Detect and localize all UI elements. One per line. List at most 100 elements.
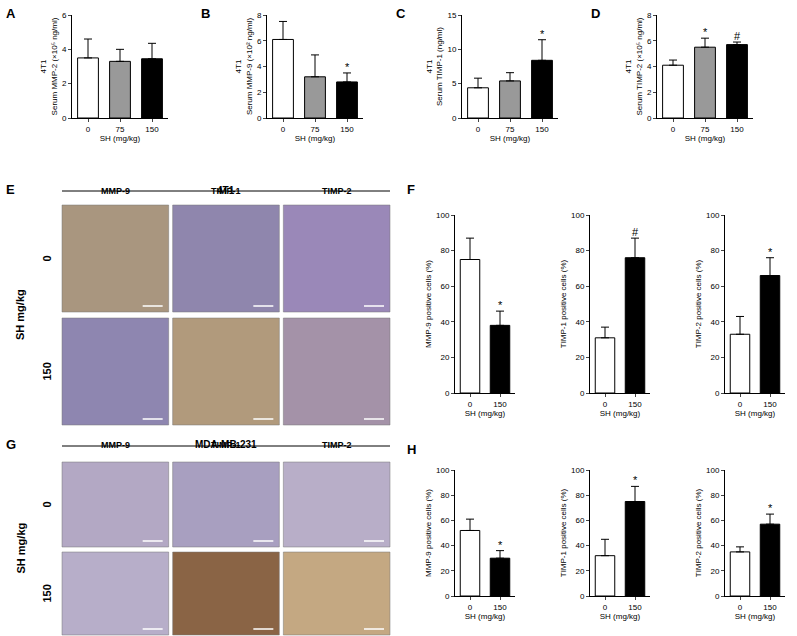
- svg-text:20: 20: [575, 353, 584, 362]
- svg-text:0: 0: [603, 400, 608, 409]
- svg-text:SH (mg/kg): SH (mg/kg): [600, 409, 641, 418]
- svg-text:4T1Serum TIMP-1 (ng/ml): 4T1Serum TIMP-1 (ng/ml): [425, 27, 444, 106]
- svg-text:40: 40: [710, 541, 719, 550]
- svg-text:0: 0: [738, 400, 743, 409]
- svg-text:0: 0: [452, 114, 457, 123]
- svg-text:0: 0: [468, 603, 473, 612]
- svg-text:75: 75: [701, 125, 710, 134]
- svg-text:SH (mg/kg): SH (mg/kg): [735, 409, 776, 418]
- svg-text:75: 75: [116, 125, 125, 134]
- svg-text:150: 150: [145, 125, 159, 134]
- svg-text:100: 100: [436, 466, 450, 475]
- svg-text:0: 0: [715, 389, 720, 398]
- svg-text:*: *: [498, 539, 503, 551]
- svg-text:#: #: [734, 30, 741, 42]
- svg-text:4T1Serum TIMP-2 (×10⁵ ng/ml): 4T1Serum TIMP-2 (×10⁵ ng/ml): [624, 17, 643, 115]
- svg-text:6: 6: [257, 37, 262, 46]
- svg-text:15: 15: [447, 11, 456, 20]
- svg-text:8: 8: [647, 11, 652, 20]
- svg-text:0: 0: [647, 114, 652, 123]
- svg-text:75: 75: [506, 125, 515, 134]
- svg-text:TIMP-1: TIMP-1: [211, 440, 241, 450]
- svg-text:*: *: [540, 28, 545, 40]
- svg-text:75: 75: [311, 125, 320, 134]
- svg-text:80: 80: [440, 246, 449, 255]
- svg-text:150: 150: [628, 603, 642, 612]
- svg-text:0: 0: [281, 125, 286, 134]
- svg-text:SH (mg/kg): SH (mg/kg): [490, 134, 531, 143]
- svg-text:MMP-9: MMP-9: [101, 186, 130, 196]
- svg-text:80: 80: [575, 491, 584, 500]
- svg-text:0: 0: [603, 603, 608, 612]
- svg-text:80: 80: [440, 491, 449, 500]
- svg-text:100: 100: [706, 466, 720, 475]
- svg-text:4: 4: [257, 62, 262, 71]
- svg-text:20: 20: [440, 567, 449, 576]
- svg-text:H: H: [407, 442, 416, 457]
- svg-text:E: E: [6, 182, 15, 197]
- svg-text:0: 0: [715, 592, 720, 601]
- svg-text:0: 0: [580, 592, 585, 601]
- svg-text:C: C: [396, 6, 406, 21]
- svg-text:*: *: [703, 26, 708, 38]
- svg-text:TIMP-1 positive cells (%): TIMP-1 positive cells (%): [559, 259, 568, 348]
- svg-text:SH (mg/kg): SH (mg/kg): [465, 409, 506, 418]
- svg-text:60: 60: [710, 282, 719, 291]
- svg-text:#: #: [632, 226, 639, 238]
- svg-text:150: 150: [41, 584, 53, 602]
- svg-text:150: 150: [493, 603, 507, 612]
- svg-text:0: 0: [468, 400, 473, 409]
- svg-text:0: 0: [41, 501, 53, 507]
- svg-text:20: 20: [710, 567, 719, 576]
- svg-text:0: 0: [62, 114, 67, 123]
- svg-text:TIMP-1: TIMP-1: [211, 186, 241, 196]
- svg-text:20: 20: [575, 567, 584, 576]
- svg-text:*: *: [633, 474, 638, 486]
- svg-text:100: 100: [706, 211, 720, 220]
- svg-text:40: 40: [440, 541, 449, 550]
- svg-text:0: 0: [738, 603, 743, 612]
- svg-text:150: 150: [628, 400, 642, 409]
- svg-text:MDA-MB-231: MDA-MB-231: [195, 439, 257, 450]
- svg-text:100: 100: [436, 211, 450, 220]
- svg-text:0: 0: [41, 255, 53, 261]
- svg-text:TIMP-2 positive cells (%): TIMP-2 positive cells (%): [694, 488, 703, 577]
- svg-text:MMP-9 positive cells (%): MMP-9 positive cells (%): [424, 260, 433, 348]
- svg-text:*: *: [768, 502, 773, 514]
- svg-text:0: 0: [476, 125, 481, 134]
- svg-text:SH (mg/kg): SH (mg/kg): [600, 612, 641, 621]
- svg-text:SH (mg/kg): SH (mg/kg): [465, 612, 506, 621]
- svg-text:150: 150: [763, 603, 777, 612]
- svg-text:D: D: [591, 6, 600, 21]
- svg-text:SH (mg/kg): SH (mg/kg): [735, 612, 776, 621]
- svg-text:TIMP-2: TIMP-2: [322, 186, 352, 196]
- svg-text:5: 5: [452, 79, 457, 88]
- svg-text:40: 40: [440, 318, 449, 327]
- svg-text:10: 10: [447, 45, 456, 54]
- svg-text:*: *: [768, 246, 773, 258]
- svg-text:4T1: 4T1: [217, 185, 235, 196]
- svg-text:80: 80: [710, 491, 719, 500]
- svg-text:0: 0: [445, 389, 450, 398]
- svg-text:150: 150: [763, 400, 777, 409]
- svg-text:100: 100: [571, 211, 585, 220]
- svg-text:TIMP-2: TIMP-2: [322, 440, 352, 450]
- svg-text:60: 60: [575, 282, 584, 291]
- svg-text:6: 6: [647, 37, 652, 46]
- svg-text:SH mg/kg: SH mg/kg: [15, 523, 27, 574]
- svg-text:2: 2: [257, 88, 262, 97]
- svg-text:4: 4: [62, 45, 67, 54]
- svg-text:60: 60: [440, 282, 449, 291]
- svg-text:60: 60: [440, 516, 449, 525]
- svg-text:A: A: [6, 6, 16, 21]
- svg-text:B: B: [201, 6, 210, 21]
- svg-text:TIMP-2 positive cells (%): TIMP-2 positive cells (%): [694, 259, 703, 348]
- svg-text:40: 40: [710, 318, 719, 327]
- svg-text:0: 0: [671, 125, 676, 134]
- svg-text:SH (mg/kg): SH (mg/kg): [295, 134, 336, 143]
- svg-text:60: 60: [575, 516, 584, 525]
- svg-text:150: 150: [41, 362, 53, 380]
- svg-text:2: 2: [647, 88, 652, 97]
- svg-text:150: 150: [493, 400, 507, 409]
- svg-text:MMP-9: MMP-9: [101, 440, 130, 450]
